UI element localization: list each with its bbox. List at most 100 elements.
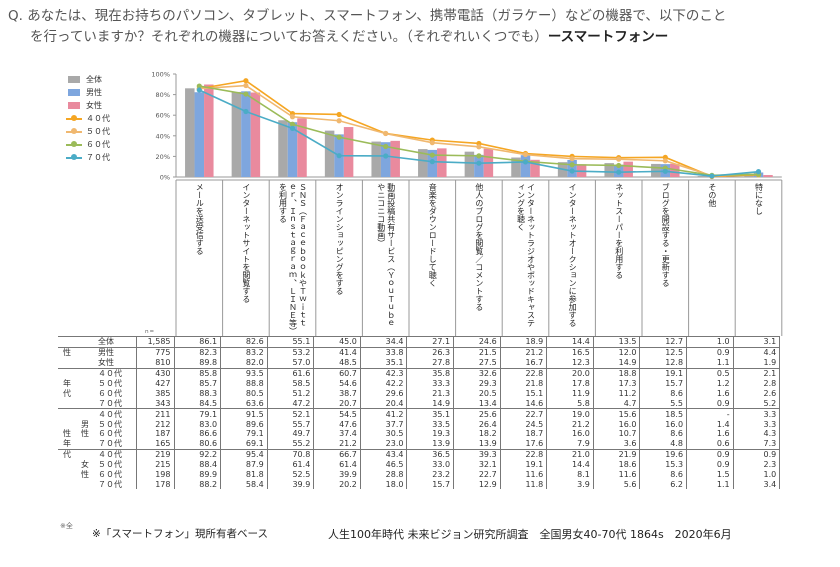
table-cell: 1.0 <box>686 336 734 348</box>
series-point <box>429 140 435 146</box>
table-cell: 0.9 <box>686 459 734 470</box>
table-cell: 49.7 <box>267 429 315 439</box>
table-row: 年 ５０代 427 85.7 88.8 58.5 54.6 42.2 33.3 29.3 21.8 1… <box>58 378 781 389</box>
row-label: ５０代 <box>98 379 122 388</box>
table-cell: 61.4 <box>267 459 315 470</box>
y-tick-label: 40% <box>156 132 170 140</box>
table-cell: 21.2 <box>313 438 361 450</box>
table-cell: 52.1 <box>267 408 315 420</box>
table-cell: 0.9 <box>686 398 734 409</box>
question-line-1: Q. あなたは、現在お持ちのパソコン、タブレット、スマートフォン、携帯電話（ガラ… <box>8 8 727 24</box>
series-point <box>429 152 435 158</box>
series-point <box>569 156 575 162</box>
group-label <box>58 367 76 379</box>
series-point <box>616 162 622 169</box>
table-cell: 22.7 <box>500 408 548 420</box>
table-cell: 13.4 <box>453 398 501 409</box>
table-cell: 11.2 <box>593 388 641 399</box>
legend-swatch <box>68 89 80 96</box>
n-label: ｎ= <box>144 329 155 335</box>
subgroup-label: 男 <box>81 419 89 429</box>
sample-size: 215 <box>135 459 175 470</box>
table-cell: 14.9 <box>406 398 455 409</box>
table-cell: 22.8 <box>500 448 548 460</box>
table-cell: 23.2 <box>406 469 455 480</box>
sample-size: 430 <box>135 367 175 379</box>
group-label <box>58 336 76 348</box>
table-cell: 17.3 <box>593 378 641 389</box>
table-cell: 16.0 <box>593 419 641 430</box>
subgroup-label <box>76 439 94 449</box>
category-label-box: その他 <box>708 183 717 207</box>
table-cell: 18.8 <box>593 367 641 379</box>
note-stub: ※全 <box>60 522 73 530</box>
row-label: ７０代 <box>98 398 122 408</box>
group-label: 代 <box>63 388 71 398</box>
table-cell: 19.0 <box>546 408 594 420</box>
sample-size: 219 <box>135 448 175 460</box>
table-cell: 85.7 <box>174 378 222 389</box>
table-cell: 88.4 <box>174 459 222 470</box>
bar-female <box>530 159 540 177</box>
subgroup-label <box>76 448 94 460</box>
table-row: 全体 1,585 86.1 82.6 55.1 45.0 34.4 27.1 24.6 18.9 1… <box>58 336 781 348</box>
y-tick-label: 60% <box>156 112 170 120</box>
table-cell: 43.4 <box>360 448 408 460</box>
base-note: ※「スマートフォン」現所有者ベース <box>92 528 268 540</box>
table-cell: 82.6 <box>220 336 268 348</box>
category-label-box: ブログを開設する・更新する <box>661 183 670 287</box>
table-cell: 29.3 <box>453 378 501 389</box>
table-cell: 3.1 <box>733 336 781 348</box>
y-tick-label: 0% <box>160 174 170 182</box>
category-label: ＳＮＳ（ＦａｃｅｂｏｏｋやＴｗｉｔｔｅｒ、Ｉｎｓｔａｇｒａｍ、ＬＩＮＥ等）を利用… <box>278 183 308 331</box>
sample-size: 211 <box>135 408 175 420</box>
table-cell: 21.9 <box>593 448 641 460</box>
table-cell: 1.5 <box>686 469 734 480</box>
bar-female <box>204 84 214 177</box>
table-cell: 1.9 <box>733 357 781 369</box>
table-cell: 1.4 <box>686 419 734 430</box>
table-cell: 11.9 <box>546 388 594 399</box>
y-tick-label: 80% <box>156 91 170 99</box>
table-cell: 55.7 <box>267 419 315 430</box>
table-cell: 15.7 <box>406 479 455 490</box>
category-label-box: インターネットラジオやポッドキャスティングを聴く <box>516 183 536 327</box>
table-cell: 14.6 <box>500 398 548 409</box>
bar-female <box>763 175 773 177</box>
group-label <box>58 358 76 368</box>
series-point <box>476 153 482 159</box>
table-row: ７０代 178 88.2 58.4 39.9 20.2 18.0 15.7 12.9 11.8 3.… <box>58 479 781 490</box>
question-text: Q. あなたは、現在お持ちのパソコン、タブレット、スマートフォン、携帯電話（ガラ… <box>8 6 834 48</box>
table-cell: 29.6 <box>360 388 408 399</box>
sample-size: 187 <box>135 429 175 439</box>
table-cell: 58.5 <box>267 378 315 389</box>
group-label <box>58 398 76 408</box>
subgroup-label <box>76 479 94 489</box>
legend-label: ４０代 <box>86 114 110 123</box>
table-cell: 48.5 <box>313 357 361 369</box>
table-cell: 35.8 <box>406 367 455 379</box>
group-label: 代 <box>58 448 76 460</box>
bar-female <box>343 127 354 177</box>
category-label-box: 他人のブログを閲覧／コメントする <box>474 183 484 311</box>
category-label-box: メールを送受信する <box>195 183 204 255</box>
category-label: 他人のブログを閲覧／コメントする <box>474 183 484 311</box>
table-cell: 5.5 <box>639 398 688 409</box>
series-point <box>383 130 389 137</box>
table-cell: 91.5 <box>220 408 268 420</box>
series-point <box>616 156 622 162</box>
table-cell: 1.1 <box>686 479 734 490</box>
table-cell: 47.2 <box>267 398 315 409</box>
table-row: 性性 ６０代 187 86.6 79.1 49.7 37.4 30.5 19.3 18.2 18.7… <box>58 429 781 439</box>
table-cell: 18.9 <box>500 336 548 348</box>
table-cell: 24.6 <box>453 336 501 348</box>
table-cell: 42.3 <box>360 367 408 379</box>
table-cell: 51.2 <box>267 388 315 399</box>
table-cell: 8.6 <box>639 388 688 399</box>
table-cell: 0.9 <box>686 346 734 358</box>
data-table: 全体 1,585 86.1 82.6 55.1 45.0 34.4 27.1 24.6 18.9 1… <box>58 336 781 490</box>
category-label: インターネットラジオやポッドキャスティングを聴く <box>516 183 536 327</box>
table-cell: 82.3 <box>174 346 222 358</box>
table-row: 女性 810 89.8 82.0 57.0 48.5 35.1 27.8 27.5 16.7 12.… <box>58 357 781 369</box>
table-cell: 37.4 <box>313 429 361 439</box>
